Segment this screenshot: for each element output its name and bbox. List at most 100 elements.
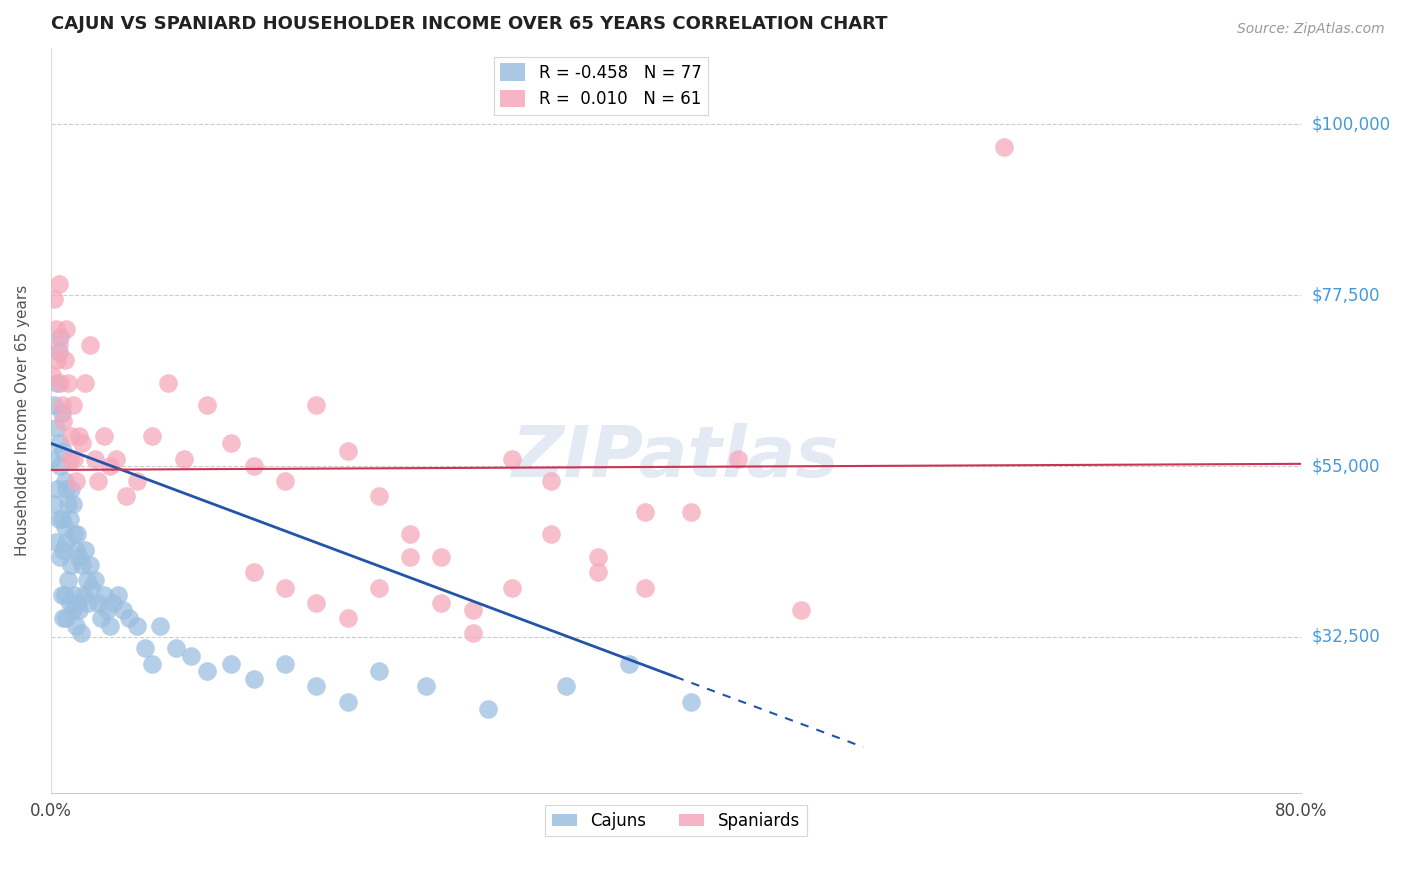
- Point: [118, 611, 141, 625]
- Point: [51, 406, 73, 420]
- Point: [58, 451, 80, 466]
- Point: [55, 535, 77, 549]
- Point: [98, 459, 121, 474]
- Point: [368, 581, 391, 595]
- Point: [368, 490, 391, 504]
- Point: [60, 482, 83, 496]
- Text: $77,500: $77,500: [1312, 286, 1381, 304]
- Point: [55, 611, 77, 625]
- Point: [48, 512, 70, 526]
- Text: ZIPatlas: ZIPatlas: [512, 424, 839, 492]
- Point: [430, 550, 453, 565]
- Point: [305, 398, 328, 412]
- Point: [52, 444, 75, 458]
- Point: [461, 626, 484, 640]
- Point: [336, 694, 359, 708]
- Text: $55,000: $55,000: [1312, 457, 1381, 475]
- Point: [51, 398, 73, 412]
- Point: [93, 588, 115, 602]
- Point: [52, 542, 75, 557]
- Point: [49, 459, 72, 474]
- Point: [48, 337, 70, 351]
- Point: [65, 618, 87, 632]
- Point: [727, 451, 749, 466]
- Point: [681, 694, 703, 708]
- Point: [173, 451, 195, 466]
- Point: [633, 581, 655, 595]
- Text: Source: ZipAtlas.com: Source: ZipAtlas.com: [1237, 22, 1385, 37]
- Point: [274, 657, 297, 671]
- Point: [134, 641, 156, 656]
- Point: [62, 398, 84, 412]
- Point: [65, 542, 87, 557]
- Point: [80, 581, 103, 595]
- Point: [79, 337, 101, 351]
- Point: [66, 527, 89, 541]
- Point: [477, 702, 499, 716]
- Point: [274, 581, 297, 595]
- Point: [77, 596, 100, 610]
- Legend: Cajuns, Spaniards: Cajuns, Spaniards: [546, 805, 807, 837]
- Point: [461, 603, 484, 617]
- Point: [243, 672, 266, 686]
- Point: [540, 527, 562, 541]
- Point: [75, 376, 97, 390]
- Point: [219, 657, 242, 671]
- Point: [52, 413, 75, 427]
- Point: [336, 611, 359, 625]
- Point: [65, 475, 87, 489]
- Point: [67, 603, 90, 617]
- Point: [399, 550, 422, 565]
- Point: [69, 626, 91, 640]
- Point: [681, 505, 703, 519]
- Point: [165, 641, 187, 656]
- Point: [58, 512, 80, 526]
- Point: [42, 292, 65, 306]
- Point: [105, 451, 128, 466]
- Point: [243, 459, 266, 474]
- Point: [42, 398, 65, 412]
- Point: [46, 352, 69, 367]
- Point: [993, 140, 1015, 154]
- Point: [72, 588, 94, 602]
- Point: [305, 596, 328, 610]
- Point: [48, 277, 70, 291]
- Point: [195, 664, 218, 678]
- Point: [79, 558, 101, 572]
- Point: [617, 657, 640, 671]
- Point: [44, 322, 66, 336]
- Point: [790, 603, 813, 617]
- Point: [41, 368, 63, 382]
- Point: [83, 573, 105, 587]
- Point: [107, 588, 129, 602]
- Point: [156, 376, 179, 390]
- Point: [70, 558, 93, 572]
- Point: [44, 535, 66, 549]
- Point: [53, 520, 76, 534]
- Point: [555, 679, 578, 693]
- Point: [41, 451, 63, 466]
- Point: [633, 505, 655, 519]
- Point: [60, 428, 83, 442]
- Point: [125, 475, 148, 489]
- Point: [103, 596, 125, 610]
- Point: [86, 596, 108, 610]
- Point: [53, 352, 76, 367]
- Point: [195, 398, 218, 412]
- Point: [430, 596, 453, 610]
- Y-axis label: Householder Income Over 65 years: Householder Income Over 65 years: [15, 285, 30, 557]
- Point: [111, 603, 134, 617]
- Point: [75, 542, 97, 557]
- Point: [305, 679, 328, 693]
- Point: [46, 376, 69, 390]
- Point: [60, 558, 83, 572]
- Point: [66, 596, 89, 610]
- Point: [501, 581, 523, 595]
- Point: [219, 436, 242, 450]
- Point: [42, 497, 65, 511]
- Point: [63, 588, 86, 602]
- Point: [48, 345, 70, 359]
- Text: $100,000: $100,000: [1312, 115, 1391, 134]
- Point: [141, 428, 163, 442]
- Text: CAJUN VS SPANIARD HOUSEHOLDER INCOME OVER 65 YEARS CORRELATION CHART: CAJUN VS SPANIARD HOUSEHOLDER INCOME OVE…: [51, 15, 887, 33]
